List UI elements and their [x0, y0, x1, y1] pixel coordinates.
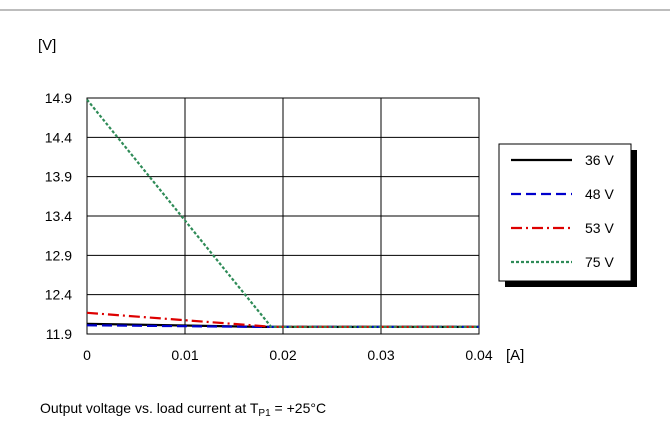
y-tick-label: 13.9	[45, 169, 72, 185]
figure-caption: Output voltage vs. load current at TP1 =…	[40, 400, 326, 419]
voltage-current-chart: 0 0.01 0.02 0.03 0.04 14.9 14.4 13.9 13.4 12.9 12…	[38, 37, 637, 364]
grid-lines	[87, 98, 479, 334]
y-tick-label: 12.4	[45, 287, 72, 303]
legend-label-3: 53 V	[585, 220, 614, 236]
legend-label-1: 36 V	[585, 152, 614, 168]
legend-label-2: 48 V	[585, 186, 614, 202]
x-tick-label: 0	[83, 347, 91, 363]
x-axis-ticks: 0 0.01 0.02 0.03 0.04	[83, 347, 493, 363]
caption-prefix: Output voltage vs. load current at T	[40, 400, 259, 416]
x-axis-unit: [A]	[506, 347, 524, 364]
y-tick-label: 11.9	[46, 326, 72, 342]
y-tick-label: 13.4	[45, 208, 72, 224]
x-tick-label: 0.01	[171, 347, 198, 363]
top-divider	[0, 9, 670, 11]
caption-suffix: = +25°C	[270, 400, 327, 416]
legend-box	[498, 143, 632, 282]
y-tick-label: 14.4	[45, 129, 72, 145]
caption-subscript: P1	[258, 408, 271, 419]
y-axis-unit: [V]	[38, 37, 56, 54]
x-tick-label: 0.03	[367, 347, 394, 363]
x-tick-label: 0.02	[269, 347, 296, 363]
y-tick-label: 14.9	[45, 90, 72, 106]
series-lines	[86, 98, 479, 328]
y-axis-ticks: 14.9 14.4 13.9 13.4 12.9 12.4 11.9	[45, 90, 72, 342]
x-tick-label: 0.04	[465, 347, 492, 363]
series-line-4	[86, 98, 479, 328]
y-tick-label: 12.9	[45, 247, 72, 263]
legend: 36 V 48 V 53 V 75 V	[498, 143, 637, 287]
legend-label-4: 75 V	[585, 254, 614, 270]
